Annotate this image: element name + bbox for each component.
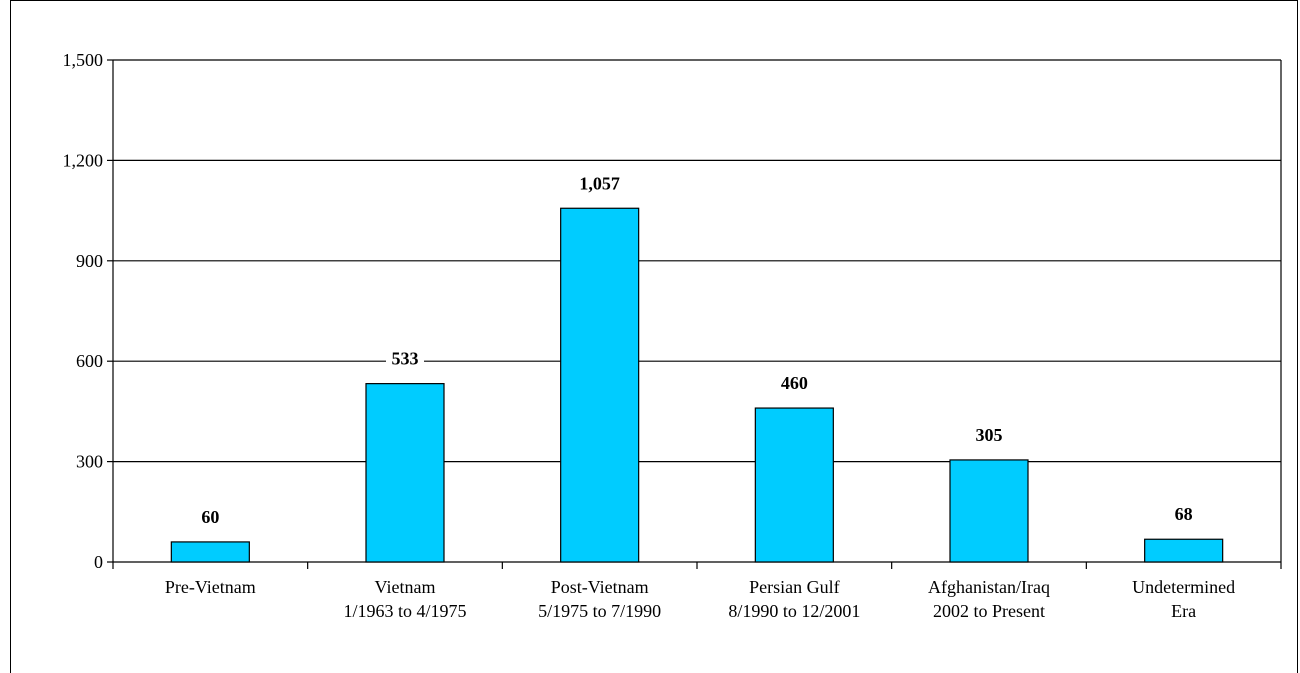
category-label-4-1: 2002 to Present	[933, 601, 1045, 621]
y-tick-label-0: 0	[94, 552, 103, 572]
bar-4	[949, 459, 1029, 563]
data-label-1: 533	[392, 349, 419, 369]
bar-1	[365, 383, 445, 563]
data-label-bg-4	[970, 421, 1008, 446]
bar-3	[754, 407, 834, 563]
category-label-5-0: Undetermined	[1132, 577, 1235, 597]
category-label-2-0: Post-Vietnam	[551, 577, 649, 597]
y-tick-label-4: 1,200	[63, 150, 104, 170]
data-label-5: 68	[1175, 504, 1193, 524]
category-label-5-1: Era	[1171, 601, 1196, 621]
bar-0	[170, 541, 250, 563]
data-label-4: 305	[976, 425, 1003, 445]
bar-2	[560, 207, 640, 563]
category-label-3-0: Persian Gulf	[749, 577, 839, 597]
data-label-0: 60	[201, 507, 219, 527]
data-label-2: 1,057	[579, 173, 620, 193]
y-tick-label-5: 1,500	[63, 50, 104, 70]
category-label-1-1: 1/1963 to 4/1975	[343, 601, 466, 621]
data-label-bg-3	[775, 370, 814, 395]
y-tick-label-1: 300	[76, 452, 103, 472]
data-label-3: 460	[781, 373, 808, 393]
data-label-bg-2	[570, 170, 629, 195]
data-label-bg-1	[386, 345, 424, 370]
data-label-bg-0	[196, 503, 225, 528]
category-label-2-1: 5/1975 to 7/1990	[538, 601, 661, 621]
chart-frame	[10, 0, 1298, 673]
category-label-4-0: Afghanistan/Iraq	[928, 577, 1050, 597]
category-label-3-1: 8/1990 to 12/2001	[728, 601, 860, 621]
data-label-bg-5	[1169, 501, 1198, 526]
category-label-1-0: Vietnam	[375, 577, 436, 597]
y-tick-label-2: 600	[76, 351, 103, 371]
y-tick-label-3: 900	[76, 251, 103, 271]
category-label-0-0: Pre-Vietnam	[165, 577, 256, 597]
bar-5	[1144, 538, 1224, 563]
